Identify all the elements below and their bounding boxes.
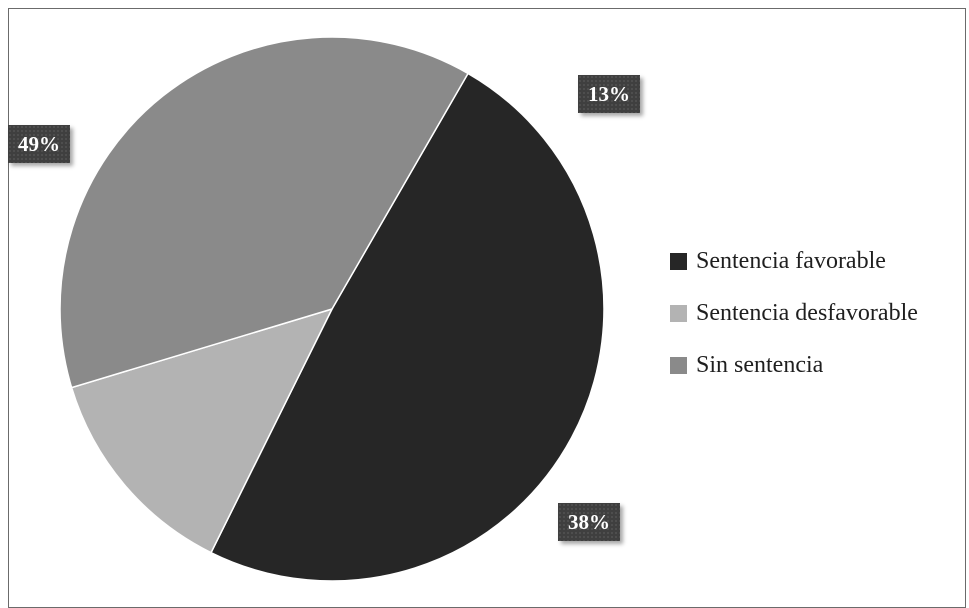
legend-item-favorable: Sentencia favorable: [670, 235, 918, 287]
legend-label: Sentencia desfavorable: [696, 299, 918, 326]
legend-swatch-favorable: [670, 252, 687, 270]
legend-label: Sin sentencia: [696, 351, 824, 378]
legend-label: Sentencia favorable: [696, 247, 886, 274]
legend: Sentencia favorable Sentencia desfavorab…: [670, 235, 918, 391]
legend-item-desfavorable: Sentencia desfavorable: [670, 287, 918, 339]
legend-swatch-sin-sentencia: [670, 356, 687, 374]
data-label-desfavorable: 13%: [578, 75, 640, 113]
pie-slice-sin-sentencia: [59, 36, 470, 389]
data-label-sin-sentencia: 38%: [558, 503, 620, 541]
legend-swatch-desfavorable: [670, 304, 687, 322]
data-label-favorable: 49%: [8, 125, 70, 163]
legend-item-sin-sentencia: Sin sentencia: [670, 339, 918, 391]
pie-slice-desfavorable: [70, 307, 334, 554]
pie-slice-favorable: [210, 72, 605, 582]
